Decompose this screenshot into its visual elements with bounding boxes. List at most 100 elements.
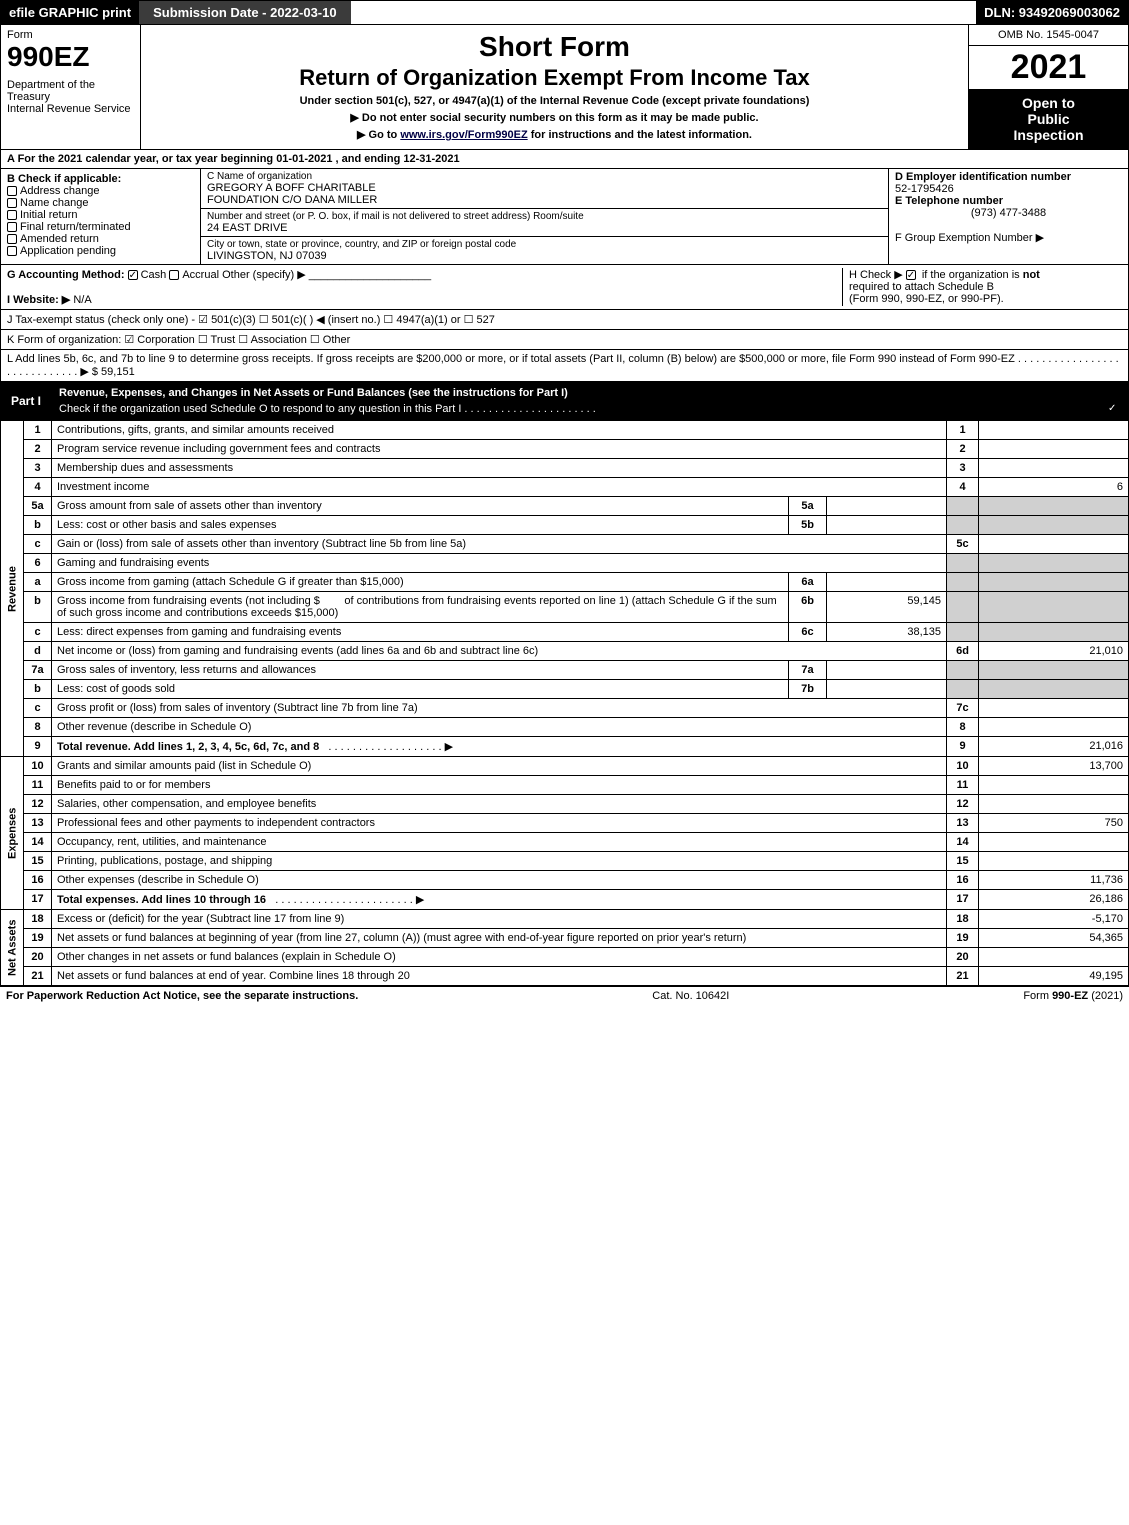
amt-10: 13,700: [979, 757, 1129, 776]
under-section: Under section 501(c), 527, or 4947(a)(1)…: [147, 95, 962, 107]
spacer: [351, 1, 977, 24]
midamt-7b: [827, 680, 947, 699]
tel-value: (973) 477-3488: [895, 207, 1122, 219]
amt-20: [979, 948, 1129, 967]
rno-9: 9: [947, 737, 979, 757]
irs-link[interactable]: www.irs.gov/Form990EZ: [400, 129, 527, 141]
amt-8: [979, 718, 1129, 737]
desc-6b-1: Gross income from fundraising events (no…: [57, 595, 320, 607]
amt-9: 21,016: [979, 737, 1129, 757]
row-g: G Accounting Method: Cash Accrual Other …: [0, 265, 1129, 310]
amt-14: [979, 833, 1129, 852]
lno-6b: b: [24, 592, 52, 623]
checkbox-accrual[interactable]: [169, 270, 179, 280]
expenses-label: Expenses: [1, 757, 24, 910]
checkbox-address-change[interactable]: [7, 186, 17, 196]
checkbox-schedule-o[interactable]: [1107, 403, 1117, 413]
lno-5b: b: [24, 516, 52, 535]
line-3: 3Membership dues and assessments3: [1, 459, 1129, 478]
rno-7b-shade: [947, 680, 979, 699]
amt-18: -5,170: [979, 910, 1129, 929]
desc-20: Other changes in net assets or fund bala…: [52, 948, 947, 967]
goto-line: ▶ Go to www.irs.gov/Form990EZ for instru…: [147, 128, 962, 141]
lno-15: 15: [24, 852, 52, 871]
form-number: 990EZ: [7, 41, 134, 73]
line-14: 14Occupancy, rent, utilities, and mainte…: [1, 833, 1129, 852]
lno-3: 3: [24, 459, 52, 478]
line-2: 2Program service revenue including gover…: [1, 440, 1129, 459]
desc-13: Professional fees and other payments to …: [52, 814, 947, 833]
lno-20: 20: [24, 948, 52, 967]
rno-6c-shade: [947, 623, 979, 642]
open-line3: Inspection: [973, 127, 1124, 143]
rno-6d: 6d: [947, 642, 979, 661]
desc-9: Total revenue. Add lines 1, 2, 3, 4, 5c,…: [52, 737, 947, 757]
checkbox-amended-return[interactable]: [7, 234, 17, 244]
footer-right-pre: Form: [1023, 990, 1052, 1002]
mid-5b: 5b: [789, 516, 827, 535]
checkbox-cash[interactable]: [128, 270, 138, 280]
line-5b: bLess: cost or other basis and sales exp…: [1, 516, 1129, 535]
page-footer: For Paperwork Reduction Act Notice, see …: [0, 986, 1129, 1005]
rno-18: 18: [947, 910, 979, 929]
short-form-title: Short Form: [147, 31, 962, 63]
mid-6c: 6c: [789, 623, 827, 642]
h-line3: (Form 990, 990-EZ, or 990-PF).: [849, 293, 1004, 305]
lno-16: 16: [24, 871, 52, 890]
h-text: if the organization is: [922, 269, 1020, 281]
revenue-label: Revenue: [1, 421, 24, 757]
lno-9: 9: [24, 737, 52, 757]
tel-label: E Telephone number: [895, 195, 1003, 207]
line-15: 15Printing, publications, postage, and s…: [1, 852, 1129, 871]
goto-post: for instructions and the latest informat…: [528, 129, 752, 141]
footer-right: Form 990-EZ (2021): [1023, 990, 1123, 1002]
year-block: OMB No. 1545-0047 2021 Open to Public In…: [968, 25, 1128, 149]
dln-label: DLN: 93492069003062: [976, 1, 1128, 24]
efile-print-label[interactable]: efile GRAPHIC print: [1, 1, 139, 24]
checkbox-h[interactable]: [906, 270, 916, 280]
rno-16: 16: [947, 871, 979, 890]
omb-number: OMB No. 1545-0047: [969, 25, 1128, 46]
g-label: G Accounting Method:: [7, 269, 125, 281]
lno-10: 10: [24, 757, 52, 776]
checkbox-final-return[interactable]: [7, 222, 17, 232]
col-b: B Check if applicable: Address change Na…: [1, 169, 201, 264]
checkbox-initial-return[interactable]: [7, 210, 17, 220]
amt-12: [979, 795, 1129, 814]
line-20: 20Other changes in net assets or fund ba…: [1, 948, 1129, 967]
desc-4: Investment income: [52, 478, 947, 497]
amt-1: [979, 421, 1129, 440]
lno-2: 2: [24, 440, 52, 459]
rno-11: 11: [947, 776, 979, 795]
lno-6: 6: [24, 554, 52, 573]
desc-17-text: Total expenses. Add lines 10 through 16: [57, 894, 266, 906]
org-name-1: GREGORY A BOFF CHARITABLE: [207, 182, 882, 194]
lines-table: Revenue 1 Contributions, gifts, grants, …: [0, 420, 1129, 986]
lno-5a: 5a: [24, 497, 52, 516]
rno-7c: 7c: [947, 699, 979, 718]
desc-19: Net assets or fund balances at beginning…: [52, 929, 947, 948]
submission-date: Submission Date - 2022-03-10: [139, 1, 351, 24]
line-11: 11Benefits paid to or for members11: [1, 776, 1129, 795]
checkbox-application-pending[interactable]: [7, 246, 17, 256]
line-5c: cGain or (loss) from sale of assets othe…: [1, 535, 1129, 554]
lno-19: 19: [24, 929, 52, 948]
org-name-row: C Name of organization GREGORY A BOFF CH…: [201, 169, 888, 209]
mid-6a: 6a: [789, 573, 827, 592]
desc-5c: Gain or (loss) from sale of assets other…: [52, 535, 947, 554]
desc-15: Printing, publications, postage, and shi…: [52, 852, 947, 871]
rno-13: 13: [947, 814, 979, 833]
line-16: 16Other expenses (describe in Schedule O…: [1, 871, 1129, 890]
ssn-warning: Do not enter social security numbers on …: [147, 111, 962, 124]
checkbox-name-change[interactable]: [7, 198, 17, 208]
amt-6d: 21,010: [979, 642, 1129, 661]
desc-6: Gaming and fundraising events: [52, 554, 947, 573]
dept-treasury: Department of the Treasury: [7, 79, 134, 103]
title-block: Short Form Return of Organization Exempt…: [141, 25, 968, 149]
lno-18: 18: [24, 910, 52, 929]
row-a-text: A For the 2021 calendar year, or tax yea…: [7, 153, 460, 165]
footer-right-post: (2021): [1088, 990, 1123, 1002]
cb-label-4: Amended return: [20, 233, 99, 245]
rno-20: 20: [947, 948, 979, 967]
open-line2: Public: [973, 111, 1124, 127]
